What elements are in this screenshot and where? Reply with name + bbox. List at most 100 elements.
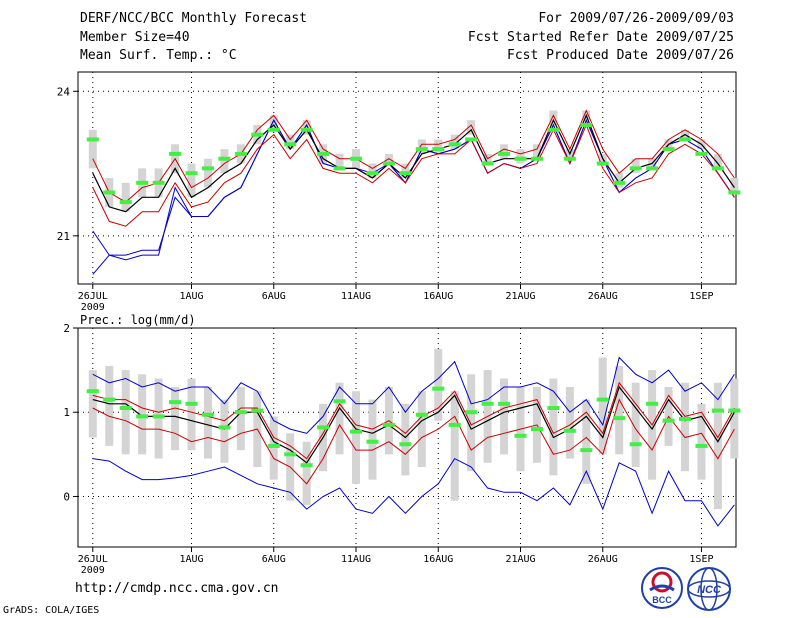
series-line-upper [92,381,735,460]
spread-box [730,378,739,459]
spread-box [730,178,739,193]
spread-box [450,391,459,501]
spread-box [88,129,97,169]
series-line-min [92,457,735,527]
forecast-marker [136,180,149,185]
forecast-marker [695,443,708,448]
series-line-max [92,356,735,434]
forecast-marker [498,151,511,156]
forecast-marker [218,425,231,430]
forecast-marker [481,401,494,406]
forecast-marker [284,142,297,147]
forecast-marker [399,171,412,176]
x-tick-label: 1AUG [179,291,203,302]
y-tick-label: 0 [63,490,70,503]
forecast-marker [498,401,511,406]
precipitation-panel: 26JUL 1AUG 6AUG 11AUG 16AUG 21AUG 26AUG 1SEP 200… [63,313,741,576]
forecast-marker [185,171,198,176]
forecast-marker [152,180,165,185]
forecast-marker [547,127,560,132]
forecast-marker [382,422,395,427]
forecast-marker [563,156,576,161]
forecast-marker [201,412,214,417]
forecast-marker [201,166,214,171]
x-tick-label: 16AUG [423,554,453,565]
forecast-marker [580,448,593,453]
forecast-marker [711,408,724,413]
spread-box [697,403,706,480]
forecast-marker [629,166,642,171]
spread-box [368,163,377,178]
x-tick-label: 26JUL [78,291,108,302]
x-tick-label: 11AUG [341,291,371,302]
series-line-mean [92,385,735,464]
forecast-marker [86,389,99,394]
spread-box [532,144,541,159]
spread-box [121,182,130,212]
x-tick-label: 21AUG [505,291,535,302]
spread-box [171,386,180,451]
spread-box [335,153,344,169]
spread-box [516,149,525,164]
temperature-panel: 26JUL 1AUG 6AUG 11AUG 16AUG 21AUG 26AUG 1SEP 200… [57,71,741,313]
forecast-marker [728,408,741,413]
spread-box [88,370,97,438]
forecast-marker [432,147,445,152]
forecast-marker [448,422,461,427]
forecast-marker [547,406,560,411]
forecast-marker [333,166,346,171]
x-year-label: 2009 [81,302,105,313]
x-tick-label: 21AUG [505,554,535,565]
source-url[interactable]: http://cmdp.ncc.cma.gov.cn [75,581,279,596]
forecast-marker [679,137,692,142]
spread-box [598,357,607,455]
forecast-marker [317,425,330,430]
x-tick-label: 26AUG [588,554,618,565]
series-line-min [92,118,735,275]
spread-box [269,416,278,480]
forecast-marker [267,127,280,132]
bcc-logo-text: BCC [652,595,672,605]
grads-credit: GrADS: COLA/IGES [3,605,100,616]
spread-box [582,399,591,484]
spread-box [401,163,410,178]
y-tick-label: 21 [57,230,70,243]
forecast-marker [662,418,675,423]
x-year-label: 2009 [81,565,105,576]
ncc-logo: NCC [687,567,731,611]
spread-box [631,382,640,467]
x-tick-label: 1AUG [179,554,203,565]
produced-date: Fcst Produced Date 2009/07/26 [507,48,734,63]
forecast-marker [136,414,149,419]
spread-box [713,153,722,169]
x-tick-label: 26AUG [588,291,618,302]
forecast-marker [103,190,116,195]
spread-box [417,139,426,154]
forecast-marker [366,439,379,444]
forecast-marker [103,397,116,402]
forecast-marker [679,416,692,421]
spread-box [401,403,410,476]
forecast-marker [596,397,609,402]
x-tick-label: 1SEP [689,291,713,302]
bcc-logo: BCC [641,567,683,609]
spread-box [154,378,163,459]
forecast-marker [350,156,363,161]
forecast-marker [465,410,478,415]
spread-box [631,158,640,174]
forecast-marker [613,416,626,421]
forecast-marker [432,386,445,391]
series-line-mean [92,113,735,213]
forecast-marker [711,166,724,171]
forecast-marker [514,156,527,161]
spread-box [352,391,361,484]
forecast-marker [234,151,247,156]
spread-box [220,399,229,463]
forecast-marker [646,401,659,406]
forecast-marker [185,401,198,406]
forecast-marker [629,442,642,447]
spread-box [121,370,130,455]
spread-box [500,378,509,455]
spread-box [417,391,426,467]
